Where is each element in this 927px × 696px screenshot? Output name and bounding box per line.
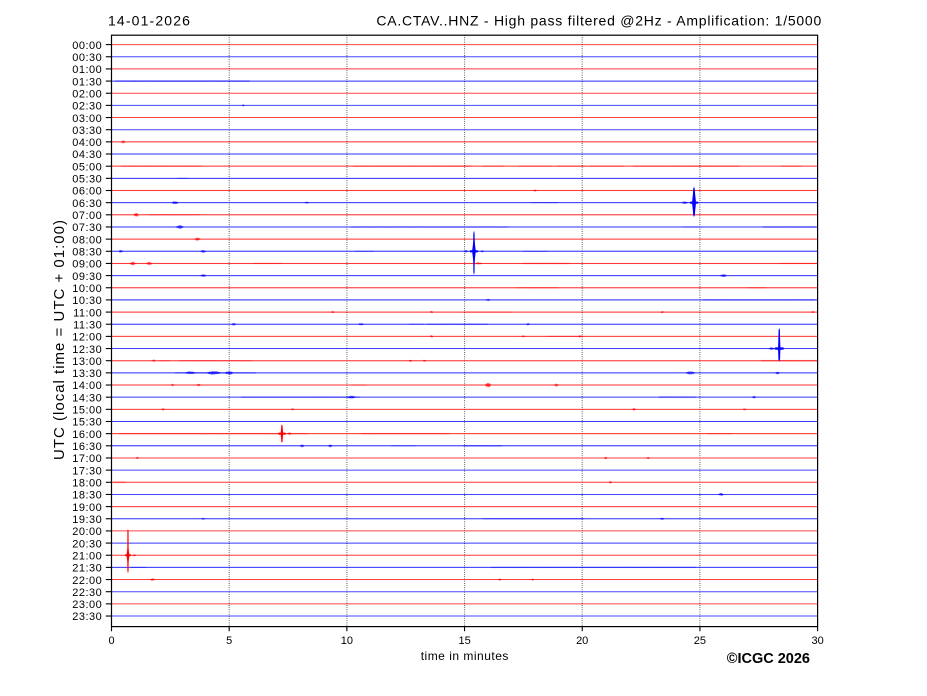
svg-text:00:00: 00:00 <box>72 40 102 52</box>
svg-text:15: 15 <box>458 635 470 647</box>
svg-text:10:30: 10:30 <box>72 295 102 307</box>
svg-text:20:00: 20:00 <box>72 526 102 538</box>
svg-text:09:30: 09:30 <box>72 271 102 283</box>
svg-text:©ICGC 2026: ©ICGC 2026 <box>727 651 810 667</box>
svg-text:11:30: 11:30 <box>73 319 102 331</box>
svg-text:05:30: 05:30 <box>72 174 102 186</box>
svg-text:17:30: 17:30 <box>72 465 102 477</box>
svg-text:25: 25 <box>694 635 706 647</box>
svg-text:07:00: 07:00 <box>72 210 102 222</box>
svg-text:17:00: 17:00 <box>72 453 102 465</box>
svg-text:00:30: 00:30 <box>72 52 102 64</box>
svg-text:CA.CTAV..HNZ - High pass filte: CA.CTAV..HNZ - High pass filtered @2Hz -… <box>376 13 822 29</box>
svg-text:06:30: 06:30 <box>72 198 102 210</box>
svg-text:22:00: 22:00 <box>72 575 102 587</box>
svg-text:11:00: 11:00 <box>73 307 102 319</box>
svg-text:19:00: 19:00 <box>72 502 102 514</box>
svg-text:21:30: 21:30 <box>72 563 102 575</box>
svg-text:08:30: 08:30 <box>72 246 102 258</box>
svg-text:03:30: 03:30 <box>72 125 102 137</box>
svg-text:18:00: 18:00 <box>72 477 102 489</box>
svg-text:time in minutes: time in minutes <box>421 649 509 663</box>
svg-text:13:00: 13:00 <box>72 356 102 368</box>
svg-text:23:30: 23:30 <box>72 611 102 623</box>
svg-text:13:30: 13:30 <box>72 368 102 380</box>
svg-text:22:30: 22:30 <box>72 587 102 599</box>
svg-text:30: 30 <box>811 635 823 647</box>
svg-text:20:30: 20:30 <box>72 538 102 550</box>
svg-text:01:30: 01:30 <box>72 76 102 88</box>
svg-text:07:30: 07:30 <box>72 222 102 234</box>
svg-text:12:00: 12:00 <box>72 332 102 344</box>
svg-text:06:00: 06:00 <box>72 186 102 198</box>
svg-text:10:00: 10:00 <box>72 283 102 295</box>
svg-text:10: 10 <box>341 635 353 647</box>
svg-text:0: 0 <box>108 635 114 647</box>
svg-text:15:00: 15:00 <box>72 405 102 417</box>
svg-text:18:30: 18:30 <box>72 490 102 502</box>
svg-text:16:30: 16:30 <box>72 441 102 453</box>
svg-text:02:00: 02:00 <box>72 88 102 100</box>
svg-text:09:00: 09:00 <box>72 259 102 271</box>
svg-text:23:00: 23:00 <box>72 599 102 611</box>
svg-text:14:00: 14:00 <box>72 380 102 392</box>
svg-text:03:00: 03:00 <box>72 113 102 125</box>
svg-text:14-01-2026: 14-01-2026 <box>108 13 191 29</box>
svg-text:16:00: 16:00 <box>72 429 102 441</box>
svg-text:15:30: 15:30 <box>72 417 102 429</box>
svg-text:01:00: 01:00 <box>72 64 102 76</box>
svg-text:21:00: 21:00 <box>72 550 102 562</box>
svg-text:04:00: 04:00 <box>72 137 102 149</box>
svg-text:19:30: 19:30 <box>72 514 102 526</box>
svg-text:02:30: 02:30 <box>72 101 102 113</box>
svg-text:20: 20 <box>576 635 588 647</box>
svg-text:14:30: 14:30 <box>72 392 102 404</box>
svg-text:08:00: 08:00 <box>72 234 102 246</box>
svg-text:UTC (local time = UTC + 01:00): UTC (local time = UTC + 01:00) <box>51 219 68 460</box>
svg-text:05:00: 05:00 <box>72 161 102 173</box>
svg-text:5: 5 <box>226 635 232 647</box>
svg-text:12:30: 12:30 <box>72 344 102 356</box>
svg-text:04:30: 04:30 <box>72 149 102 161</box>
